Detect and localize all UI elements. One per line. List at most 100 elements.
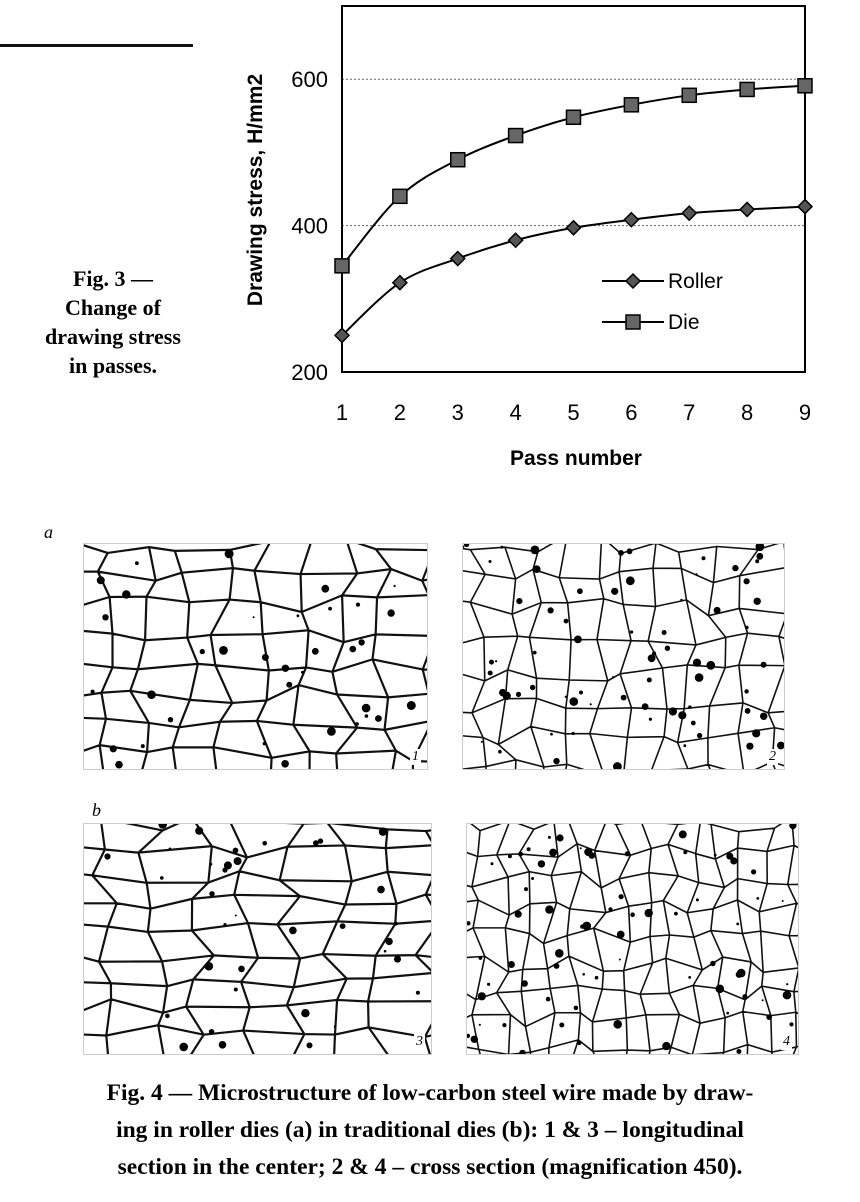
panel-b-letter: b	[92, 800, 101, 820]
inclusion-dot	[281, 760, 289, 768]
inclusion-dot	[361, 703, 371, 713]
x-tick-label: 1	[336, 400, 348, 425]
legend-roller-label: Roller	[668, 270, 723, 293]
inclusion-dot	[761, 999, 764, 1002]
inclusion-dot	[553, 757, 560, 765]
inclusion-dot	[680, 598, 683, 602]
inclusion-dot	[678, 711, 687, 720]
inclusion-dot	[224, 549, 234, 559]
micrograph-texture	[467, 824, 798, 1054]
inclusion-dot	[789, 1022, 794, 1027]
inclusion-dot	[715, 984, 725, 994]
inclusion-dot	[393, 921, 398, 926]
data-point-roller	[681, 205, 698, 222]
legend-die-label: Die	[668, 311, 700, 334]
inclusion-dot	[219, 646, 228, 655]
inclusion-dot	[766, 1014, 772, 1020]
inclusion-dot	[547, 607, 554, 614]
inclusion-dot	[296, 614, 300, 618]
data-point-die	[623, 97, 640, 113]
micrograph-1: 1	[83, 543, 428, 770]
inclusion-dot	[96, 576, 105, 585]
data-point-die	[681, 87, 697, 104]
inclusion-dot	[674, 911, 678, 916]
inclusion-dot	[495, 660, 498, 663]
inclusion-dot	[582, 973, 585, 976]
inclusion-dot	[613, 762, 622, 769]
y-tick-label: 400	[291, 214, 328, 239]
inclusion-dot	[573, 1005, 579, 1011]
inclusion-dot	[140, 744, 145, 749]
inclusion-dot	[364, 714, 369, 718]
inclusion-dot	[490, 862, 494, 866]
inclusion-dot	[549, 848, 557, 857]
x-tick-label: 4	[510, 400, 522, 425]
x-tick-label: 6	[625, 400, 637, 425]
inclusion-dot	[736, 968, 746, 978]
inclusion-dot	[209, 891, 215, 897]
inclusion-dot	[355, 602, 361, 607]
inclusion-dot	[222, 867, 228, 873]
inclusion-dot	[577, 1040, 582, 1046]
inclusion-dot	[611, 676, 615, 679]
inclusion-dot	[694, 673, 704, 682]
inclusion-dot	[746, 742, 754, 750]
inclusion-dot	[478, 1023, 481, 1026]
inclusion-dot	[478, 956, 483, 960]
micrograph-2: 2	[462, 543, 785, 770]
micrograph-number: 1	[410, 749, 421, 765]
inclusion-dot	[135, 561, 139, 566]
inclusion-dot	[311, 647, 319, 655]
inclusion-dot	[507, 961, 515, 968]
inclusion-dot	[223, 861, 232, 870]
inclusion-dot	[690, 720, 696, 726]
data-point-die	[392, 188, 408, 205]
data-point-roller	[507, 232, 524, 249]
x-tick-label: 3	[452, 400, 464, 425]
inclusion-dot	[683, 744, 687, 748]
inclusion-dot	[498, 749, 502, 754]
inclusion-dot	[487, 670, 493, 676]
inclusion-dot	[502, 1023, 507, 1028]
inclusion-dot	[104, 853, 111, 860]
inclusion-dot	[349, 645, 357, 653]
inclusion-dot	[519, 1049, 526, 1054]
inclusion-dot	[556, 834, 564, 842]
inclusion-dot	[218, 1041, 227, 1049]
inclusion-dot	[752, 729, 761, 738]
fig3-caption: Fig. 3 — Change of drawing stress in pas…	[8, 264, 218, 380]
chart-gridlines	[342, 78, 805, 227]
inclusion-dot	[782, 990, 792, 1000]
micrograph-number: 4	[781, 1034, 792, 1050]
inclusion-dot	[608, 907, 613, 912]
inclusion-dot	[518, 851, 523, 857]
data-point-die	[334, 258, 350, 274]
inclusion-dot	[630, 912, 635, 917]
inclusion-dot	[387, 609, 395, 617]
inclusion-dot	[516, 598, 523, 605]
data-point-die	[797, 78, 813, 94]
inclusion-dot	[736, 922, 740, 926]
inclusion-dot	[618, 550, 624, 556]
inclusion-dot	[742, 994, 748, 1000]
inclusion-dot	[579, 690, 583, 695]
inclusion-dot	[467, 1033, 471, 1038]
inclusion-dot	[706, 660, 716, 670]
inclusion-dot	[514, 910, 522, 918]
micrograph-3: 3	[83, 823, 432, 1055]
fig3-caption-line: Change of	[65, 295, 161, 320]
inclusion-dot	[90, 689, 95, 694]
inclusion-dot	[745, 625, 749, 630]
data-point-roller	[333, 327, 351, 344]
inclusion-dot	[755, 559, 760, 564]
inclusion-dot	[160, 876, 164, 880]
inclusion-dot	[571, 731, 575, 736]
inclusion-dot	[281, 664, 290, 672]
inclusion-dot	[238, 965, 245, 973]
header-rule	[0, 44, 193, 47]
inclusion-dot	[553, 963, 560, 969]
inclusion-dot	[641, 703, 649, 710]
inclusion-dot	[378, 827, 388, 836]
inclusion-dot	[683, 850, 688, 855]
inclusion-dot	[306, 1042, 313, 1049]
